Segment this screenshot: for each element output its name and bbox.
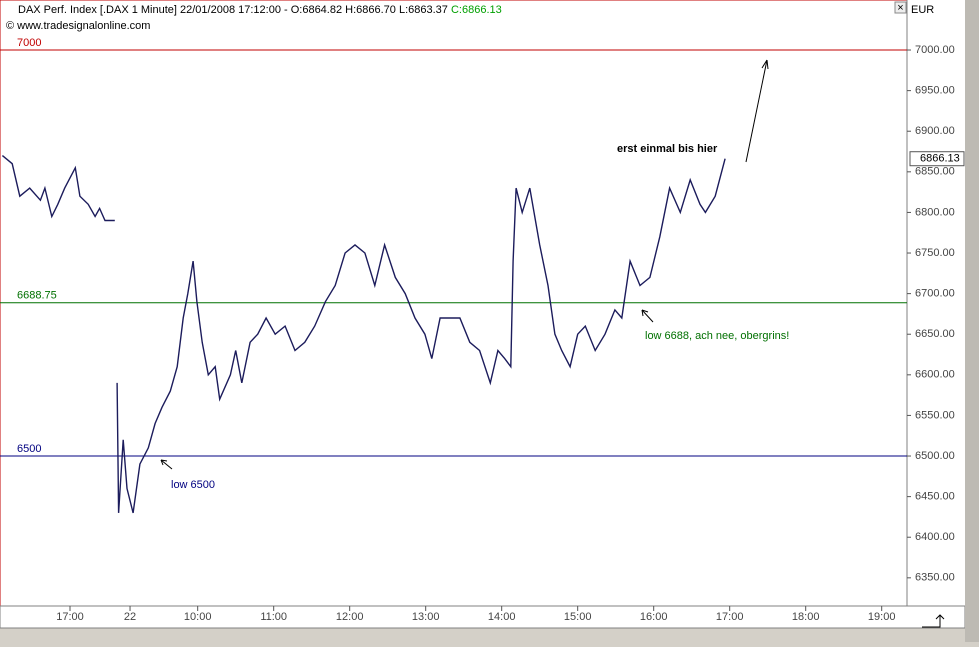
y-tick-label: 6850.00 [915, 166, 955, 178]
y-tick-label: 6950.00 [915, 85, 955, 97]
close-button[interactable] [894, 1, 907, 14]
y-tick-label: 6700.00 [915, 288, 955, 300]
annotation: low 6500 [171, 479, 215, 491]
annotation: erst einmal bis hier [617, 143, 718, 155]
last-price-label: 6866.13 [920, 153, 960, 165]
arrow-head [761, 59, 769, 70]
currency: EUR [911, 4, 934, 16]
y-tick-label: 6450.00 [915, 491, 955, 503]
y-tick-label: 7000.00 [915, 44, 955, 56]
y-tick-label: 6800.00 [915, 206, 955, 218]
annotation: low 6688, ach nee, obergrins! [645, 330, 789, 342]
title-close: C:6866.13 [451, 4, 502, 16]
y-tick-label: 6500.00 [915, 450, 955, 462]
y-tick-label: 6650.00 [915, 328, 955, 340]
y-tick-label: 6750.00 [915, 247, 955, 259]
arrow [160, 459, 173, 470]
time-axis-strip [0, 605, 966, 629]
title-main: DAX Perf. Index [.DAX 1 Minute] 22/01/20… [18, 4, 448, 16]
x-tick-label: 14:00 [488, 611, 516, 623]
arrow [745, 59, 768, 163]
source: © www.tradesignalonline.com [6, 20, 150, 32]
y-tick-label: 6550.00 [915, 409, 955, 421]
x-tick-label: 17:00 [56, 611, 84, 623]
level-label: 6500 [17, 443, 41, 455]
chart-title: DAX Perf. Index [.DAX 1 Minute] 22/01/20… [18, 4, 502, 16]
y-tick-label: 6350.00 [915, 572, 955, 584]
chart-background [0, 0, 965, 628]
x-tick-label: 12:00 [336, 611, 364, 623]
arrow-head [641, 309, 649, 317]
level-label: 7000 [17, 37, 41, 49]
toolbar [965, 0, 979, 642]
x-tick-label: 13:00 [412, 611, 440, 623]
arrow [641, 309, 654, 323]
x-tick-label: 15:00 [564, 611, 592, 623]
close-icon: × [897, 2, 903, 14]
x-tick-label: 19:00 [868, 611, 896, 623]
arrows [160, 59, 769, 470]
x-tick-label: 16:00 [640, 611, 668, 623]
level-label: 6688.75 [17, 290, 57, 302]
arrow-head [160, 459, 168, 466]
x-tick-label: 18:00 [792, 611, 820, 623]
y-tick-label: 6600.00 [915, 369, 955, 381]
last-price-box [909, 151, 965, 167]
x-tick-label: 11:00 [260, 611, 287, 623]
y-tick-label: 6400.00 [915, 531, 955, 543]
y-tick-label: 6900.00 [915, 125, 955, 137]
price-line [1, 155, 726, 514]
x-tick-label: 22 [124, 611, 136, 623]
x-tick-label: 10:00 [184, 611, 212, 623]
x-tick-label: 17:00 [716, 611, 744, 623]
axis-icon [922, 614, 945, 628]
